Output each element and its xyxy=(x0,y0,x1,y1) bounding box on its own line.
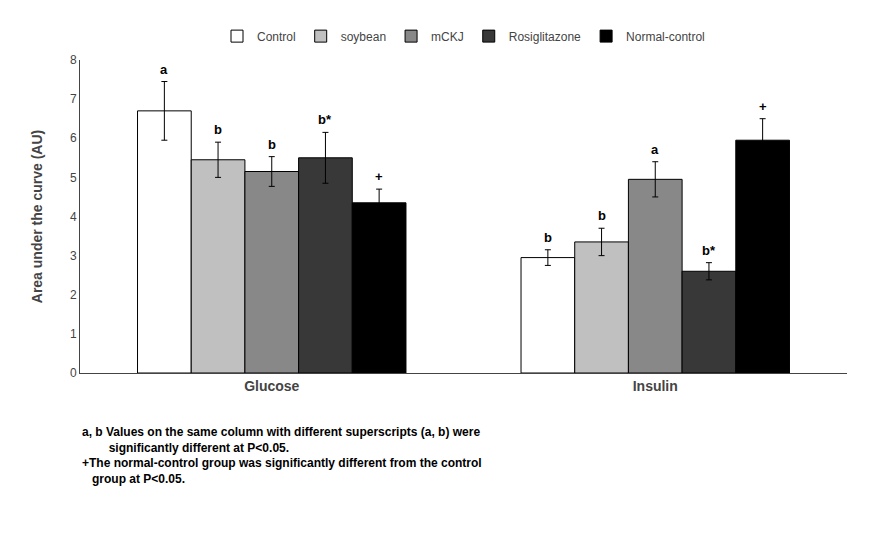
svg-text:5: 5 xyxy=(70,171,77,185)
svg-text:7: 7 xyxy=(70,92,77,106)
svg-text:0: 0 xyxy=(70,366,77,380)
svg-text:b: b xyxy=(214,122,222,137)
svg-text:a, b Values on the same column: a, b Values on the same column with diff… xyxy=(82,425,482,486)
svg-text:Glucose: Glucose xyxy=(244,378,299,394)
svg-text:b: b xyxy=(598,208,606,223)
svg-text:Area under the curve (AU): Area under the curve (AU) xyxy=(29,130,45,303)
svg-text:Normal-control: Normal-control xyxy=(626,30,705,44)
svg-text:8: 8 xyxy=(70,53,77,67)
svg-text:+: + xyxy=(375,169,383,184)
svg-text:2: 2 xyxy=(70,288,77,302)
svg-text:soybean: soybean xyxy=(341,30,386,44)
svg-text:a: a xyxy=(651,142,659,157)
svg-text:6: 6 xyxy=(70,131,77,145)
svg-text:b: b xyxy=(268,137,276,152)
svg-text:Insulin: Insulin xyxy=(633,378,678,394)
svg-text:+: + xyxy=(759,99,767,114)
svg-text:1: 1 xyxy=(70,327,77,341)
svg-text:mCKJ: mCKJ xyxy=(431,30,464,44)
svg-text:b: b xyxy=(544,230,552,245)
svg-text:a: a xyxy=(160,62,168,77)
svg-text:b*: b* xyxy=(702,243,716,258)
svg-text:Control: Control xyxy=(257,30,296,44)
svg-text:4: 4 xyxy=(70,210,77,224)
svg-text:3: 3 xyxy=(70,249,77,263)
svg-text:b*: b* xyxy=(318,112,332,127)
svg-text:Rosiglitazone: Rosiglitazone xyxy=(509,30,581,44)
